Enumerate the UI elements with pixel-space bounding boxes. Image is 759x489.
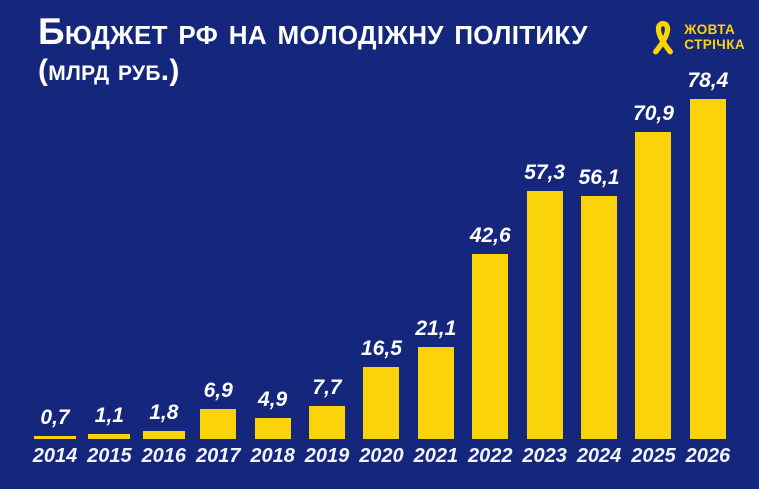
bar-column: 21,1 2021 <box>413 317 459 469</box>
logo-wordmark: ЖОВТА СТРІЧКА <box>684 22 745 53</box>
bar-column: 56,1 2024 <box>576 166 622 469</box>
bar-column: 78,4 2026 <box>685 69 731 469</box>
bar <box>254 418 291 439</box>
logo-line-1: ЖОВТА <box>684 22 736 38</box>
bar-column: 4,9 2018 <box>250 388 295 469</box>
bar-column: 70,9 2025 <box>631 102 676 469</box>
bar <box>689 99 726 439</box>
bar <box>417 347 454 439</box>
bar-column: 0,7 2014 <box>32 406 78 469</box>
chart-subtitle: (млрд руб.) <box>38 53 180 87</box>
bar-value-label: 78,4 <box>687 69 729 92</box>
bar <box>581 196 618 439</box>
bar-value-label: 57,3 <box>524 161 566 184</box>
bar <box>526 191 563 439</box>
bar-column: 6,9 2017 <box>195 379 241 469</box>
bar-value-label: 42,6 <box>469 224 511 247</box>
bar-column: 1,1 2015 <box>87 404 132 469</box>
x-axis-year-label: 2024 <box>576 445 622 467</box>
x-axis-year-label: 2025 <box>631 445 676 467</box>
bar-column: 57,3 2023 <box>522 161 567 469</box>
bar <box>88 434 131 439</box>
x-axis-year-label: 2021 <box>413 445 459 467</box>
bar <box>363 367 400 439</box>
bar-value-label: 21,1 <box>415 317 457 340</box>
x-axis-year-label: 2016 <box>141 445 187 467</box>
bar-column: 42,6 2022 <box>468 224 513 469</box>
bar-column: 1,8 2016 <box>141 401 187 469</box>
bar-value-label: 4,9 <box>258 388 288 411</box>
x-axis-year-label: 2023 <box>522 445 567 467</box>
bar <box>142 431 185 439</box>
x-axis-year-label: 2018 <box>250 445 295 467</box>
bar-value-label: 70,9 <box>633 102 674 125</box>
bar <box>309 406 346 439</box>
header: Бюджет рф на молодіжну політику (млрд ру… <box>38 10 588 88</box>
bar-value-label: 16,5 <box>361 337 402 360</box>
bar-value-label: 6,9 <box>203 379 233 402</box>
bar-chart: 0,7 2014 1,1 2015 1,8 2016 6,9 2017 4,9 … <box>32 69 731 469</box>
x-axis-year-label: 2022 <box>468 445 513 467</box>
bar <box>635 132 672 439</box>
x-axis-year-label: 2020 <box>359 445 404 467</box>
bar-value-label: 1,8 <box>149 401 179 424</box>
bar <box>472 254 509 439</box>
yellow-ribbon-logo: ЖОВТА СТРІЧКА <box>650 20 745 56</box>
bar-value-label: 7,7 <box>312 376 342 399</box>
x-axis-year-label: 2026 <box>685 445 731 467</box>
chart-title: Бюджет рф на молодіжну політику <box>38 11 588 52</box>
bar <box>34 436 76 439</box>
logo-line-2: СТРІЧКА <box>684 37 745 52</box>
bar-value-label: 1,1 <box>94 404 124 427</box>
bar-column: 16,5 2020 <box>359 337 404 469</box>
bar-column: 7,7 2019 <box>304 376 350 469</box>
yellow-ribbon-icon <box>653 20 674 55</box>
bar <box>200 409 237 439</box>
x-axis-year-label: 2019 <box>304 445 350 467</box>
x-axis-year-label: 2017 <box>195 445 241 467</box>
x-axis-year-label: 2015 <box>87 445 132 467</box>
x-axis-year-label: 2014 <box>32 445 78 467</box>
bar-value-label: 56,1 <box>578 166 620 189</box>
bar-value-label: 0,7 <box>40 406 70 429</box>
